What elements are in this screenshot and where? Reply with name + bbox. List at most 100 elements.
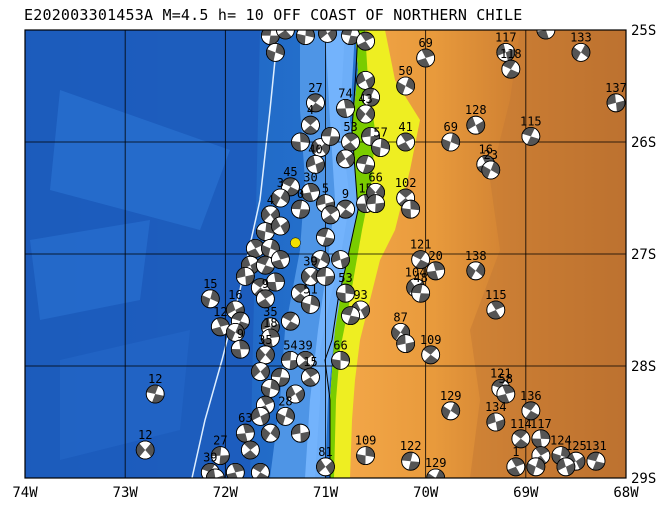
- map-frame: [24, 29, 627, 479]
- focal-mechanism: 12: [135, 428, 155, 460]
- depth-label: 81: [318, 445, 332, 459]
- focal-mechanism: 66: [331, 338, 350, 370]
- depth-label: 69: [418, 36, 432, 50]
- focal-mechanism: [356, 31, 375, 51]
- focal-mechanism: 118: [500, 47, 522, 79]
- focal-mechanism: [321, 126, 340, 146]
- focal-mechanism: [286, 384, 305, 404]
- depth-label: 69: [443, 120, 457, 134]
- depth-label: 129: [425, 456, 447, 470]
- focal-mechanism: 109: [420, 333, 442, 365]
- depth-label: 43: [358, 92, 372, 106]
- trench-line: [191, 30, 279, 478]
- focal-mechanism: [235, 266, 255, 286]
- focal-mechanism: [225, 463, 245, 478]
- depth-label: 35: [258, 333, 272, 347]
- x-tick-label: 74W: [12, 485, 38, 501]
- depth-label: 63: [238, 411, 252, 425]
- focal-mechanism: [250, 463, 270, 478]
- focal-mechanism: 128: [465, 103, 487, 135]
- y-tick-label: 27S: [631, 247, 656, 263]
- depth-label: 20: [428, 249, 442, 263]
- focal-mechanism: [321, 205, 340, 225]
- focal-mechanism: [250, 406, 270, 426]
- focal-mechanism: [261, 378, 280, 398]
- depth-label: 39: [203, 450, 217, 464]
- focal-mechanism: 127: [535, 8, 557, 40]
- focal-mechanism: 3: [271, 176, 290, 208]
- focal-mechanism: 53: [341, 120, 360, 152]
- depth-label: 102: [395, 176, 417, 190]
- focal-mechanism: 129: [425, 456, 447, 478]
- focal-mechanism: [316, 266, 335, 286]
- focal-mechanism: 4: [301, 103, 320, 135]
- focal-mechanism: 114: [510, 417, 532, 449]
- x-axis-ticks: 74W 73W 72W 71W 70W 69W 68W: [12, 485, 639, 501]
- focal-mechanism: 40: [306, 142, 325, 174]
- depth-label: 118: [500, 47, 522, 61]
- focal-mechanism: [311, 250, 330, 270]
- focal-mechanism: 115: [520, 114, 542, 146]
- depth-label: 66: [368, 170, 382, 184]
- focal-mechanism: [361, 87, 380, 107]
- depth-label: 15: [203, 277, 217, 291]
- focal-mechanism: [271, 250, 290, 270]
- depth-label: 131: [585, 439, 607, 453]
- depth-label: 115: [520, 114, 542, 128]
- depth-label: 48: [413, 271, 427, 285]
- depth-label: 128: [465, 103, 487, 117]
- depth-label: 134: [485, 400, 507, 414]
- x-tick-label: 73W: [113, 485, 139, 501]
- focal-mechanism: [255, 222, 275, 242]
- x-tick-label: 69W: [513, 485, 539, 501]
- focal-mechanism: 138: [465, 249, 487, 281]
- focal-mechanism: 9: [255, 277, 275, 309]
- focal-mechanism: 53: [336, 271, 355, 303]
- focal-mechanism: 117: [495, 30, 517, 62]
- depth-label: 41: [398, 120, 412, 134]
- focal-mechanism: 131: [585, 439, 607, 471]
- focal-mechanism: 41: [396, 120, 416, 152]
- depth-label: 35: [263, 305, 277, 319]
- focal-mechanism: 69: [441, 120, 461, 152]
- depth-label: 127: [535, 8, 557, 22]
- focal-mechanism: [266, 43, 285, 62]
- focal-mechanism: 23: [481, 148, 501, 180]
- focal-mechanism: [401, 199, 421, 219]
- y-tick-label: 28S: [631, 359, 656, 375]
- depth-label: 74: [338, 86, 352, 100]
- depth-label: 39: [303, 254, 317, 268]
- depth-label: 9: [262, 277, 269, 291]
- focal-mechanism: 51: [301, 282, 320, 314]
- focal-mechanism: [336, 149, 355, 169]
- focal-mechanism: [316, 227, 335, 247]
- depth-label: 53: [338, 271, 352, 285]
- focal-mechanism: [296, 30, 315, 45]
- focal-mechanism: [261, 423, 280, 443]
- focal-mechanism: 63: [235, 411, 255, 443]
- focal-mechanism: 136: [520, 389, 542, 421]
- depth-label: 53: [343, 120, 357, 134]
- focal-mechanism: 133: [570, 30, 592, 62]
- x-tick-label: 71W: [313, 485, 339, 501]
- focal-mechanism: 58: [496, 372, 516, 404]
- focal-mechanism: [291, 132, 310, 152]
- focal-mechanism: [366, 194, 385, 214]
- focal-mechanism: [526, 457, 546, 477]
- depth-label: 9: [237, 327, 244, 341]
- focal-mechanism: 122: [400, 439, 421, 471]
- depth-label: 117: [530, 417, 552, 431]
- focal-mechanism: [205, 468, 225, 478]
- x-tick-label: 68W: [613, 485, 639, 501]
- focal-mechanism: 30: [301, 170, 320, 202]
- depth-label: 114: [510, 417, 532, 431]
- depth-label: 50: [398, 64, 412, 78]
- depth-label: 125: [565, 439, 587, 453]
- focal-mechanism: [250, 362, 270, 382]
- focal-mechanism: 81: [316, 445, 335, 477]
- depth-label: 0: [297, 187, 304, 201]
- focal-mechanism: [556, 457, 576, 477]
- depth-label: 121: [490, 366, 512, 380]
- focal-mechanism: 22: [318, 30, 337, 43]
- depth-label: 12: [138, 428, 152, 442]
